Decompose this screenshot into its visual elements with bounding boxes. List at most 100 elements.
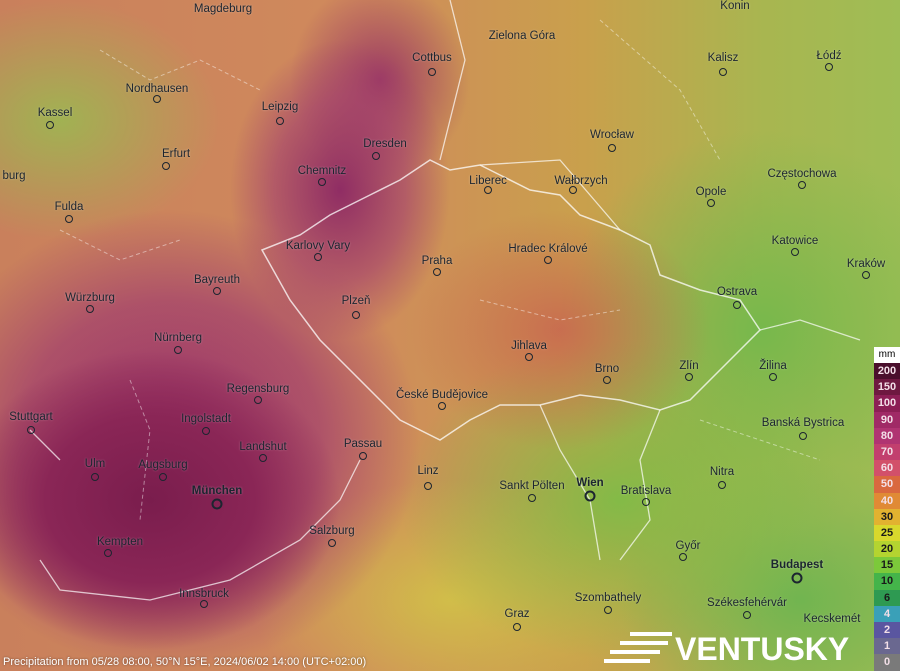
city-label: Budapest — [770, 559, 824, 571]
legend-item: 20 — [874, 541, 900, 558]
city-label: Dresden — [363, 138, 407, 150]
city-marker-icon[interactable] — [424, 482, 432, 490]
city-marker-icon[interactable] — [438, 402, 446, 410]
city-label: Kempten — [96, 536, 144, 548]
logo-bars-icon — [600, 630, 675, 668]
city-label: Hradec Králové — [508, 243, 588, 255]
city-marker-icon[interactable] — [202, 427, 210, 435]
city-marker-icon[interactable] — [791, 572, 803, 584]
city-marker-icon[interactable] — [314, 253, 322, 261]
city-marker-icon[interactable] — [798, 181, 806, 189]
city-label: Opole — [695, 186, 727, 198]
city-marker-icon[interactable] — [65, 215, 73, 223]
city-marker-icon[interactable] — [27, 426, 35, 434]
city-marker-icon[interactable] — [719, 68, 727, 76]
city-marker-icon[interactable] — [91, 473, 99, 481]
city-label: Leipzig — [261, 101, 299, 113]
legend-item: 50 — [874, 476, 900, 493]
legend-item: 10 — [874, 573, 900, 590]
city-label: Székesfehérvár — [707, 597, 787, 609]
city-marker-icon[interactable] — [213, 287, 221, 295]
city-label: Częstochowa — [767, 168, 837, 180]
city-label: Bratislava — [620, 485, 672, 497]
city-label: Łódź — [816, 50, 842, 62]
precipitation-legend: mm 200 150 100 90 80 70 60 50 40 30 25 20 15 10 6 4 2 1 0 — [874, 347, 900, 671]
city-marker-icon[interactable] — [104, 549, 112, 557]
city-marker-icon[interactable] — [769, 373, 777, 381]
city-marker-icon[interactable] — [513, 623, 521, 631]
legend-item: 100 — [874, 395, 900, 412]
legend-item: 60 — [874, 460, 900, 477]
legend-item: 6 — [874, 589, 900, 606]
city-marker-icon[interactable] — [372, 152, 380, 160]
city-marker-icon[interactable] — [733, 301, 741, 309]
city-label: Erfurt — [161, 148, 191, 160]
city-marker-icon[interactable] — [46, 121, 54, 129]
city-marker-icon[interactable] — [544, 256, 552, 264]
city-marker-icon[interactable] — [328, 539, 336, 547]
city-marker-icon[interactable] — [484, 186, 492, 194]
city-label: České Budějovice — [395, 389, 489, 401]
city-marker-icon[interactable] — [791, 248, 799, 256]
city-marker-icon[interactable] — [254, 396, 262, 404]
city-marker-icon[interactable] — [743, 611, 751, 619]
legend-item: 200 — [874, 363, 900, 380]
city-label: Regensburg — [226, 383, 290, 395]
city-marker-icon[interactable] — [433, 268, 441, 276]
city-label: Würzburg — [65, 292, 115, 304]
city-marker-icon[interactable] — [528, 494, 536, 502]
city-label: Magdeburg — [193, 3, 253, 15]
city-label: Kraków — [846, 258, 886, 270]
legend-item: 0 — [874, 654, 900, 671]
city-label: Wrocław — [590, 129, 634, 141]
city-marker-icon[interactable] — [603, 376, 611, 384]
city-marker-icon[interactable] — [799, 432, 807, 440]
city-label: Nitra — [709, 466, 735, 478]
legend-item: 30 — [874, 508, 900, 525]
city-marker-icon[interactable] — [718, 481, 726, 489]
city-marker-icon[interactable] — [359, 452, 367, 460]
ventusky-logo[interactable]: VENTUSKY — [600, 630, 849, 668]
city-marker-icon[interactable] — [679, 553, 687, 561]
city-label: Graz — [504, 608, 530, 620]
city-label: Praha — [421, 255, 453, 267]
city-marker-icon[interactable] — [159, 473, 167, 481]
city-marker-icon[interactable] — [525, 353, 533, 361]
city-marker-icon[interactable] — [153, 95, 161, 103]
city-marker-icon[interactable] — [318, 178, 326, 186]
city-label: Žilina — [759, 360, 787, 372]
city-marker-icon[interactable] — [86, 305, 94, 313]
city-label: Innsbruck — [179, 588, 229, 600]
city-marker-icon[interactable] — [604, 606, 612, 614]
legend-unit: mm — [874, 347, 900, 363]
city-label: Konin — [720, 0, 750, 12]
legend-item: 1 — [874, 638, 900, 655]
city-marker-icon[interactable] — [162, 162, 170, 170]
city-label: Jihlava — [511, 340, 547, 352]
city-label: Banská Bystrica — [761, 417, 845, 429]
city-marker-icon[interactable] — [200, 600, 208, 608]
city-marker-icon[interactable] — [211, 498, 223, 510]
city-label: Brno — [594, 363, 620, 375]
city-label: Nordhausen — [125, 83, 189, 95]
city-marker-icon[interactable] — [685, 373, 693, 381]
city-marker-icon[interactable] — [174, 346, 182, 354]
city-marker-icon[interactable] — [642, 498, 650, 506]
city-marker-icon[interactable] — [825, 63, 833, 71]
city-marker-icon[interactable] — [428, 68, 436, 76]
city-label: Chemnitz — [297, 165, 347, 177]
city-marker-icon[interactable] — [259, 454, 267, 462]
city-marker-icon[interactable] — [276, 117, 284, 125]
city-marker-icon[interactable] — [352, 311, 360, 319]
city-marker-icon[interactable] — [584, 490, 596, 502]
city-label: Zlín — [679, 360, 699, 372]
city-label: Kecskemét — [803, 613, 861, 625]
city-marker-icon[interactable] — [707, 199, 715, 207]
legend-item: 70 — [874, 443, 900, 461]
city-marker-icon[interactable] — [862, 271, 870, 279]
city-marker-icon[interactable] — [608, 144, 616, 152]
city-marker-icon[interactable] — [569, 186, 577, 194]
city-label: Kalisz — [707, 52, 739, 64]
city-label: Kassel — [37, 107, 73, 119]
